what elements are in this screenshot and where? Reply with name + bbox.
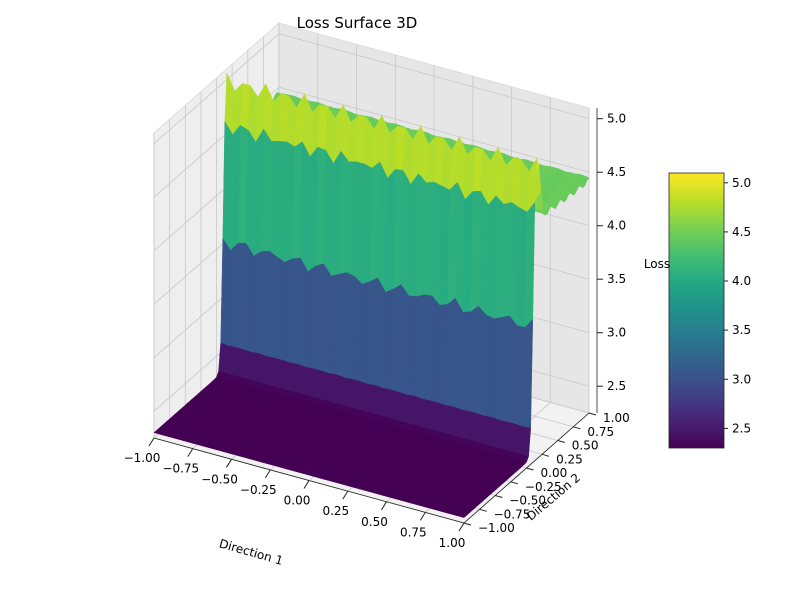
- z-axis-label: Loss: [644, 257, 670, 271]
- axes: −1.00−0.75−0.50−0.250.000.250.500.751.00…: [124, 108, 630, 550]
- x-tick-label: −0.75: [162, 462, 199, 476]
- colorbar-tick-label: 2.5: [732, 421, 751, 435]
- x-tick-label: −0.50: [201, 472, 238, 486]
- z-tick-label: 4.0: [607, 219, 626, 233]
- y-tick-label: 0.75: [587, 425, 614, 439]
- z-tick-label: 5.0: [607, 112, 626, 126]
- x-tick-label: −0.25: [240, 483, 277, 497]
- z-tick-label: 2.5: [607, 379, 626, 393]
- colorbar-tick-label: 4.0: [732, 274, 751, 288]
- y-tick-label: −0.25: [525, 480, 562, 494]
- gridline-z: [153, 33, 590, 145]
- x-tick-label: 0.00: [284, 494, 311, 508]
- y-tick-mark: [463, 522, 472, 526]
- colorbar: 2.5 3.0 3.5 4.0 4.5 5.0: [668, 172, 751, 449]
- x-tick-label: 1.00: [439, 536, 466, 550]
- x-axis-label: Direction 1: [218, 536, 285, 568]
- y-tick-label: −1.00: [478, 521, 515, 535]
- colorbar-tick-label: 3.5: [732, 323, 751, 337]
- x-tick-mark: [264, 469, 271, 479]
- y-tick-mark: [573, 426, 581, 430]
- z-tick-label: 4.5: [607, 165, 626, 179]
- x-tick-mark: [458, 522, 465, 532]
- y-tick-mark: [479, 508, 487, 512]
- y-tick-mark: [588, 412, 597, 416]
- y-tick-label: −0.50: [509, 494, 546, 508]
- chart-title: Loss Surface 3D: [297, 14, 418, 32]
- colorbar-tick-label: 3.0: [732, 372, 751, 386]
- surface-facet: [455, 513, 467, 518]
- x-tick-mark: [226, 459, 232, 468]
- surface-plot: [153, 73, 590, 518]
- z-tick-label: 3.5: [607, 272, 626, 286]
- y-tick-mark: [526, 467, 534, 471]
- gridline-z: [153, 86, 590, 198]
- x-tick-label: 0.75: [400, 525, 427, 539]
- y-tick-mark: [495, 495, 503, 498]
- colorbar-bar: [668, 172, 725, 449]
- colorbar-tick-label: 4.5: [732, 225, 751, 239]
- x-tick-label: −1.00: [124, 451, 161, 465]
- x-tick-mark: [419, 512, 426, 521]
- y-tick-label: 0.50: [572, 439, 599, 453]
- y-tick-label: −0.75: [494, 507, 531, 521]
- x-tick-mark: [148, 437, 155, 447]
- colorbar-tick-label: 5.0: [732, 176, 751, 190]
- y-tick-mark: [557, 440, 565, 443]
- x-tick-label: 0.50: [361, 515, 388, 529]
- y-tick-mark: [541, 453, 550, 457]
- x-tick-label: 0.25: [322, 504, 349, 518]
- y-tick-label: 1.00: [603, 411, 630, 425]
- y-tick-label: 0.25: [556, 452, 583, 466]
- y-tick-label: 0.00: [541, 466, 568, 480]
- x-tick-mark: [303, 480, 310, 489]
- z-tick-label: 3.0: [607, 326, 626, 340]
- x-tick-mark: [381, 501, 387, 511]
- y-tick-mark: [510, 481, 519, 485]
- x-tick-mark: [187, 448, 194, 457]
- x-tick-mark: [342, 490, 349, 500]
